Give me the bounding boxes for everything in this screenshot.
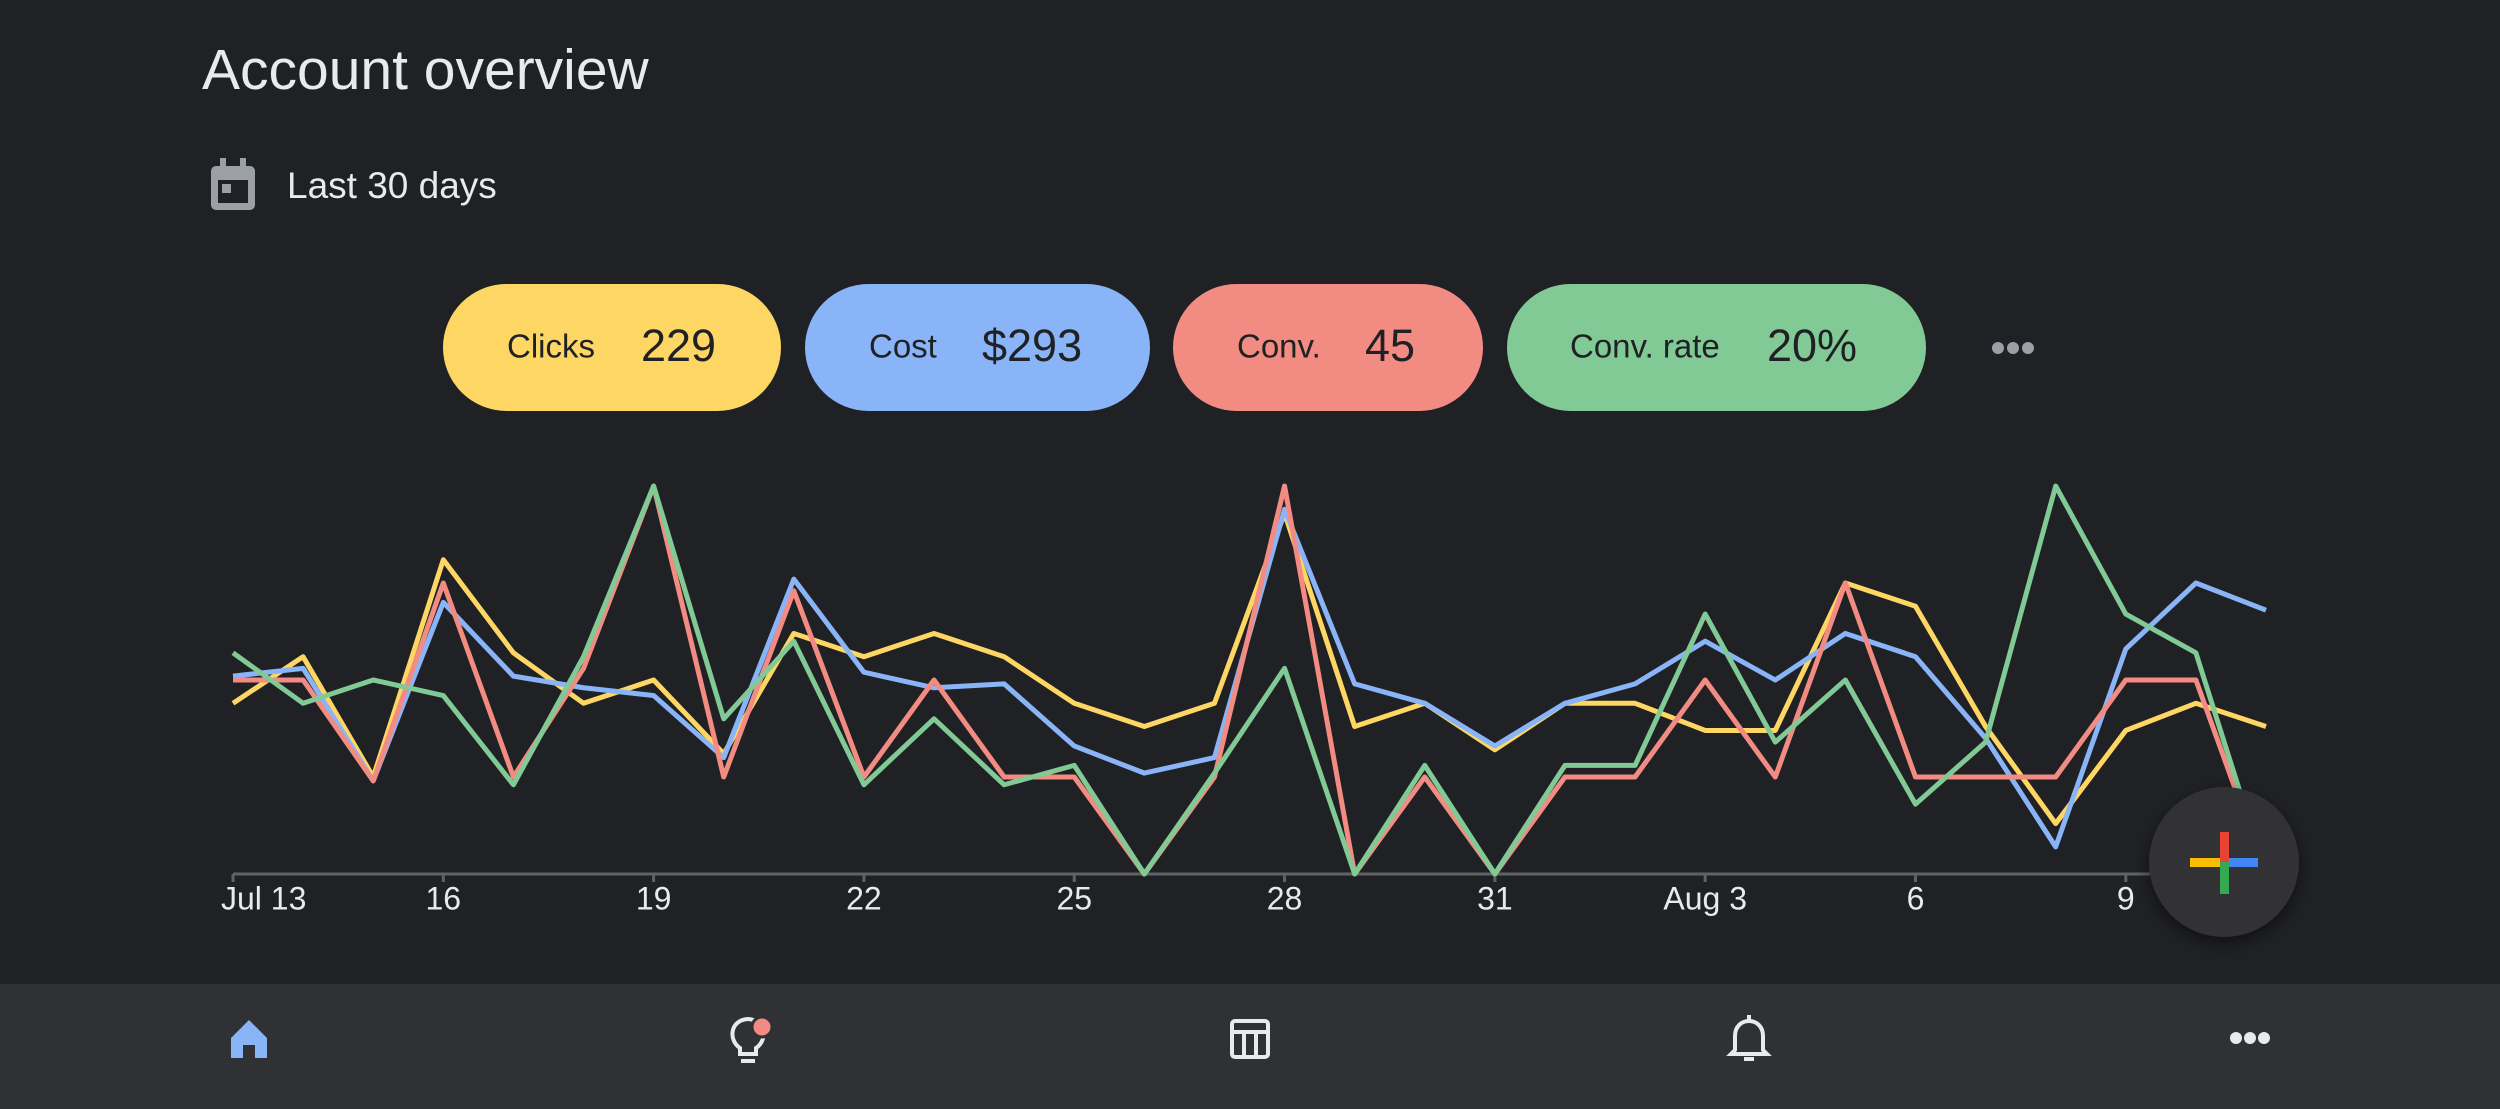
chip-background (443, 284, 781, 411)
x-tick-label: 22 (846, 880, 882, 916)
x-tick-label: 9 (2117, 880, 2135, 916)
chip-label: Clicks (507, 328, 595, 365)
chip-value: $293 (982, 320, 1082, 371)
chip-label: Cost (869, 328, 937, 365)
chip-background (1507, 284, 1926, 411)
x-tick-label: 19 (636, 880, 672, 916)
chip-background (805, 284, 1150, 411)
nav-notifications[interactable] (1726, 1015, 1772, 1061)
metric-chip[interactable]: Cost $293 (805, 284, 1150, 411)
series-line (231, 483, 2269, 877)
chip-label: Conv. rate (1570, 328, 1720, 365)
nav-campaigns[interactable] (1230, 1019, 1270, 1059)
chip-label: Conv. (1237, 328, 1321, 365)
chip-value: 45 (1365, 320, 1415, 371)
x-tick-label: 25 (1056, 880, 1092, 916)
page-title: Account overview (202, 38, 650, 102)
series-line (231, 510, 2267, 827)
series-line (233, 483, 2269, 877)
chip-background (1173, 284, 1483, 411)
x-tick-label: 6 (1907, 880, 1925, 916)
chip-value: 20% (1767, 320, 1857, 371)
nav-more[interactable] (2230, 1032, 2270, 1044)
nav-insights[interactable] (730, 1015, 774, 1063)
x-tick-label: Jul 13 (221, 880, 306, 916)
x-tick-label: Aug 3 (1663, 880, 1747, 916)
x-tick-label: 16 (426, 880, 462, 916)
x-tick-label: 28 (1267, 880, 1303, 916)
x-tick-label: 31 (1477, 880, 1513, 916)
calendar-icon (211, 158, 255, 210)
more-metrics[interactable] (1992, 342, 2034, 354)
date-range[interactable]: Last 30 days (287, 165, 497, 206)
metric-chip[interactable]: Clicks 229 (443, 284, 781, 411)
nav-home[interactable] (231, 1020, 267, 1058)
metric-chip[interactable]: Conv. 45 (1173, 284, 1483, 411)
chip-value: 229 (641, 320, 716, 371)
metric-chip[interactable]: Conv. rate 20% (1507, 284, 1926, 411)
add-button[interactable] (2149, 787, 2299, 937)
bottom-nav (0, 984, 2500, 1109)
